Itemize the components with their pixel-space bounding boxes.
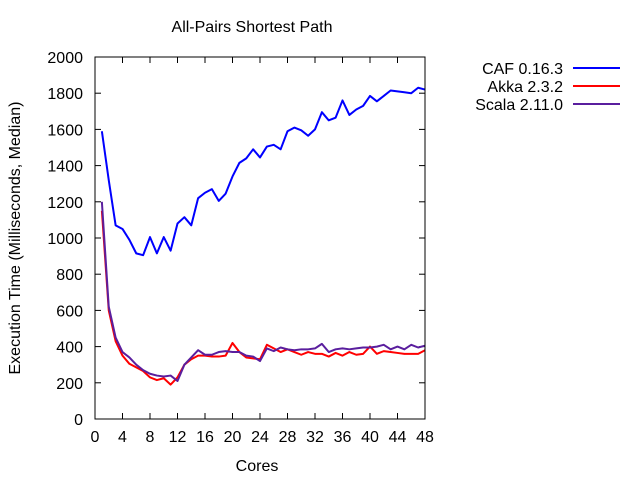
- x-tick-label: 48: [416, 429, 434, 446]
- x-tick-label: 24: [251, 429, 269, 446]
- y-tick-label: 1200: [47, 195, 83, 212]
- series-line-0: [100, 86, 426, 257]
- x-tick-label: 36: [334, 429, 352, 446]
- series-line-2: [100, 201, 426, 382]
- x-axis-label: Cores: [236, 458, 279, 475]
- legend-label: Akka 2.3.2: [487, 79, 563, 96]
- x-tick-label: 4: [118, 429, 127, 446]
- x-tick-label: 20: [224, 429, 242, 446]
- y-axis-label: Execution Time (Milliseconds, Median): [7, 102, 24, 375]
- y-tick-label: 1800: [47, 86, 83, 103]
- y-tick-label: 1400: [47, 159, 83, 176]
- x-tick-label: 16: [196, 429, 214, 446]
- x-tick-label: 40: [361, 429, 379, 446]
- y-tick-label: 1000: [47, 231, 83, 248]
- y-tick-label: 1600: [47, 122, 83, 139]
- y-tick-label: 600: [56, 303, 83, 320]
- x-tick-label: 0: [91, 429, 100, 446]
- chart-title: All-Pairs Shortest Path: [172, 19, 333, 36]
- y-tick-label: 400: [56, 340, 83, 357]
- legend-label: CAF 0.16.3: [482, 61, 563, 78]
- x-tick-label: 44: [389, 429, 407, 446]
- y-tick-label: 200: [56, 376, 83, 393]
- x-tick-label: 32: [306, 429, 324, 446]
- legend-label: Scala 2.11.0: [475, 97, 563, 114]
- y-tick-label: 800: [56, 267, 83, 284]
- y-tick-label: 0: [74, 412, 83, 429]
- y-tick-label: 2000: [47, 50, 83, 67]
- x-tick-label: 8: [146, 429, 155, 446]
- plot-frame: [94, 56, 426, 420]
- x-tick-label: 12: [169, 429, 187, 446]
- x-tick-label: 28: [279, 429, 297, 446]
